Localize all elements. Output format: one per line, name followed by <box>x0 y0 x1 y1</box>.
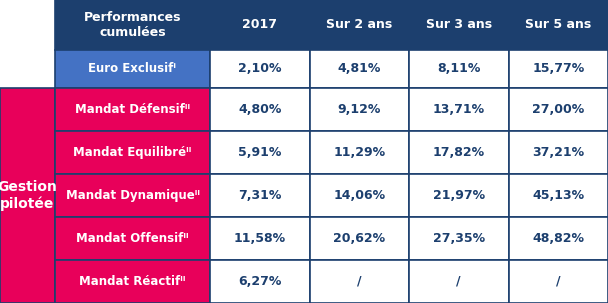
Bar <box>309 50 409 88</box>
Bar <box>0 0 55 50</box>
Text: 2,10%: 2,10% <box>238 62 282 75</box>
Bar <box>55 88 210 131</box>
Bar <box>508 88 608 131</box>
Text: 9,12%: 9,12% <box>337 103 381 116</box>
Text: Euro Exclusifⁱ: Euro Exclusifⁱ <box>89 62 176 75</box>
Bar <box>508 0 608 50</box>
Bar <box>508 174 608 217</box>
Text: 7,31%: 7,31% <box>238 189 282 202</box>
Bar <box>409 88 508 131</box>
Bar <box>0 88 55 303</box>
Bar <box>55 260 210 303</box>
Bar <box>309 260 409 303</box>
Text: 2017: 2017 <box>242 18 277 32</box>
Text: /: / <box>457 275 461 288</box>
Bar <box>210 131 309 174</box>
Bar <box>55 217 210 260</box>
Text: Performances
cumulées: Performances cumulées <box>84 11 181 39</box>
Text: Sur 3 ans: Sur 3 ans <box>426 18 492 32</box>
Text: 21,97%: 21,97% <box>433 189 485 202</box>
Bar <box>309 0 409 50</box>
Bar <box>210 50 309 88</box>
Bar <box>508 260 608 303</box>
Text: 27,00%: 27,00% <box>532 103 584 116</box>
Bar <box>409 131 508 174</box>
Bar <box>210 0 309 50</box>
Text: 17,82%: 17,82% <box>433 146 485 159</box>
Bar <box>409 217 508 260</box>
Text: 20,62%: 20,62% <box>333 232 385 245</box>
Bar <box>55 0 210 50</box>
Bar <box>508 217 608 260</box>
Text: Sur 2 ans: Sur 2 ans <box>326 18 392 32</box>
Bar <box>55 131 210 174</box>
Bar <box>409 174 508 217</box>
Text: 11,58%: 11,58% <box>233 232 286 245</box>
Text: Gestion
pilotée: Gestion pilotée <box>0 180 57 211</box>
Text: /: / <box>357 275 362 288</box>
Bar <box>210 174 309 217</box>
Bar <box>210 88 309 131</box>
Text: Mandat Défensifᴵᴵ: Mandat Défensifᴵᴵ <box>75 103 190 116</box>
Bar <box>309 217 409 260</box>
Bar <box>55 174 210 217</box>
Text: 6,27%: 6,27% <box>238 275 282 288</box>
Text: 4,81%: 4,81% <box>337 62 381 75</box>
Bar <box>55 50 210 88</box>
Bar <box>409 0 508 50</box>
Text: Mandat Dynamiqueᴵᴵ: Mandat Dynamiqueᴵᴵ <box>66 189 199 202</box>
Text: 48,82%: 48,82% <box>532 232 584 245</box>
Text: 37,21%: 37,21% <box>532 146 584 159</box>
Bar <box>0 50 55 88</box>
Bar <box>409 50 508 88</box>
Bar <box>508 50 608 88</box>
Text: 4,80%: 4,80% <box>238 103 282 116</box>
Bar <box>309 131 409 174</box>
Text: Mandat Equilibréᴵᴵ: Mandat Equilibréᴵᴵ <box>74 146 192 159</box>
Bar <box>409 260 508 303</box>
Text: 14,06%: 14,06% <box>333 189 385 202</box>
Text: 27,35%: 27,35% <box>433 232 485 245</box>
Text: 11,29%: 11,29% <box>333 146 385 159</box>
Text: /: / <box>556 275 561 288</box>
Bar <box>309 88 409 131</box>
Bar <box>309 174 409 217</box>
Text: Sur 5 ans: Sur 5 ans <box>525 18 592 32</box>
Text: Mandat Réactifᴵᴵ: Mandat Réactifᴵᴵ <box>79 275 186 288</box>
Bar <box>210 260 309 303</box>
Text: 15,77%: 15,77% <box>532 62 584 75</box>
Text: 5,91%: 5,91% <box>238 146 282 159</box>
Text: 13,71%: 13,71% <box>433 103 485 116</box>
Text: Mandat Offensifᴵᴵ: Mandat Offensifᴵᴵ <box>76 232 189 245</box>
Bar <box>210 217 309 260</box>
Text: 45,13%: 45,13% <box>532 189 584 202</box>
Text: 8,11%: 8,11% <box>437 62 480 75</box>
Bar <box>508 131 608 174</box>
